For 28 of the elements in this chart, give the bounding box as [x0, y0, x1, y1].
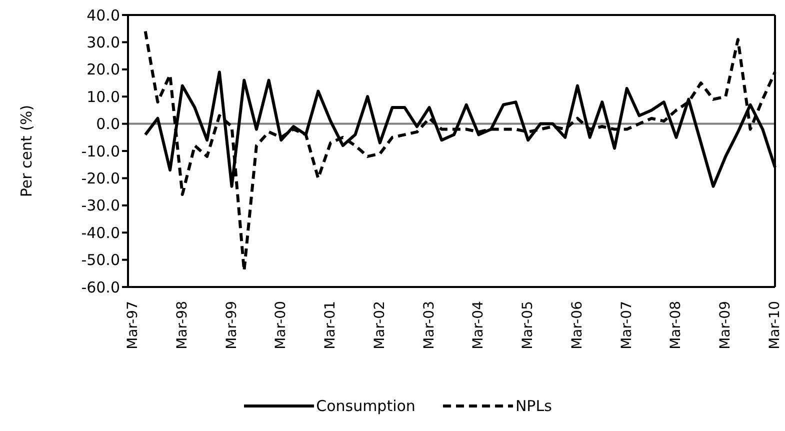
y-tick-label: 0.0 [96, 115, 120, 134]
legend-label: NPLs [515, 397, 552, 415]
x-tick-label: Mar-99 [224, 301, 240, 350]
y-tick-label: -30.0 [81, 196, 120, 215]
y-tick-label: -50.0 [81, 251, 120, 270]
y-tick-label: 10.0 [86, 88, 120, 106]
x-tick-label: Mar-04 [470, 300, 487, 350]
y-tick-label: -40.0 [81, 224, 120, 242]
x-tick-label: Mar-07 [618, 301, 635, 350]
y-tick-label: -60.0 [81, 278, 120, 296]
x-tick-label: Mar-06 [569, 300, 586, 350]
x-tick-label: Mar-05 [520, 301, 536, 350]
x-tick-label: Mar-03 [421, 301, 438, 350]
x-tick-label: Mar-00 [273, 301, 290, 350]
x-tick-label: Mar-02 [372, 301, 388, 350]
y-tick-label: -20.0 [81, 170, 120, 188]
x-tick-label: Mar-97 [125, 301, 141, 350]
x-tick-label: Mar-09 [718, 301, 734, 350]
x-tick-label: Mar-01 [322, 301, 339, 350]
y-axis-title: Per cent (%) [17, 104, 36, 198]
y-tick-label: -10.0 [81, 142, 120, 160]
y-tick-label: 20.0 [86, 60, 120, 79]
legend-label: Consumption [316, 397, 416, 415]
x-tick-label: Mar-98 [174, 301, 190, 350]
x-tick-label: Mar-08 [668, 301, 684, 350]
y-tick-label: 30.0 [86, 34, 120, 52]
y-tick-label: 40.0 [86, 6, 120, 24]
x-tick-label: Mar-10 [767, 301, 783, 350]
